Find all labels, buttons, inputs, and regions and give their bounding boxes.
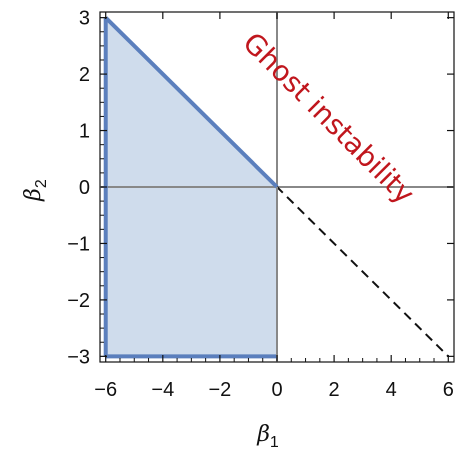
- y-ticks: 3 2 1 0 −1 −2 −3: [67, 8, 454, 368]
- y-axis-symbol: β: [21, 188, 46, 202]
- region-diagonal-edge: [104, 16, 279, 189]
- y-tick-label: 2: [79, 64, 90, 86]
- x-axis-subscript: 1: [270, 434, 279, 451]
- x-tick-label: 6: [443, 379, 454, 401]
- x-tick-label: 0: [271, 379, 282, 401]
- x-tick-label: −6: [94, 379, 117, 401]
- x-tick-label: 4: [386, 379, 397, 401]
- x-axis-label: β1: [256, 422, 279, 451]
- y-axis-subscript: 2: [33, 179, 50, 188]
- x-tick-label: −4: [151, 379, 174, 401]
- y-tick-label: 3: [79, 8, 90, 30]
- y-tick-label: −2: [67, 290, 90, 312]
- y-axis-label: β2: [21, 179, 50, 202]
- x-tick-label: 2: [329, 379, 340, 401]
- y-tick-label: −1: [67, 233, 90, 255]
- y-tick-label: −3: [67, 346, 90, 368]
- y-tick-label: 0: [79, 177, 90, 199]
- y-tick-label: 1: [79, 121, 90, 143]
- x-tick-label: −2: [208, 379, 231, 401]
- x-axis-symbol: β: [256, 422, 270, 447]
